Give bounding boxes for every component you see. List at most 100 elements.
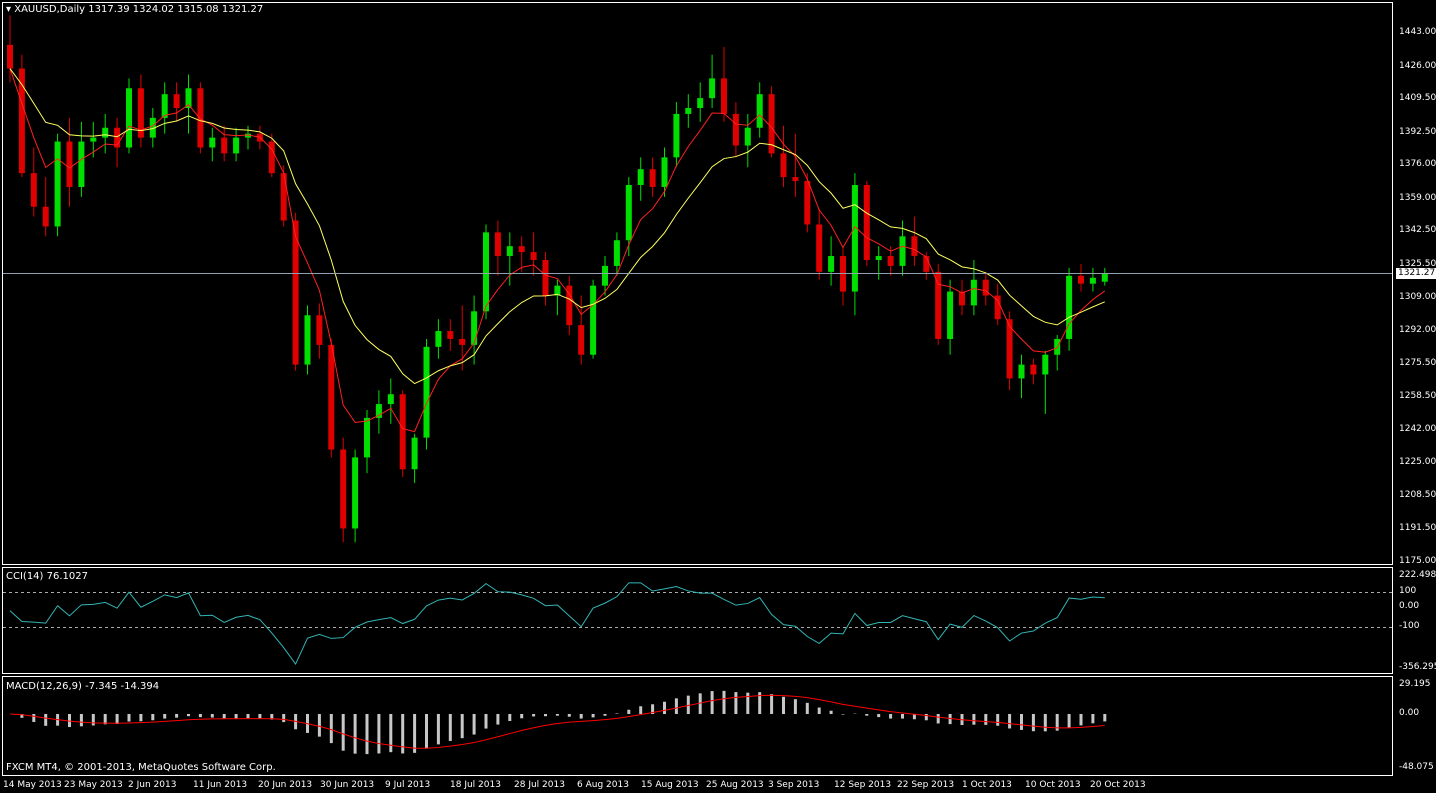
candle-bear[interactable] [399,394,406,470]
candle-bull[interactable] [411,437,418,470]
candle-bear[interactable] [994,295,1001,320]
candle-bear[interactable] [923,256,930,272]
candle-bull[interactable] [899,236,906,266]
collapse-triangle-icon[interactable]: ▾ [6,4,12,15]
candle-bear[interactable] [566,285,573,326]
candle-bull[interactable] [744,127,751,146]
candle-bull[interactable] [756,94,763,128]
candle-bull[interactable] [471,311,478,345]
candle-bull[interactable] [126,88,132,148]
candle-bull[interactable] [661,157,668,187]
candle-bear[interactable] [447,331,454,339]
candle-bear[interactable] [578,325,585,355]
candle-bear[interactable] [137,88,144,138]
macd-bar [758,692,762,714]
candle-bear[interactable] [542,259,549,296]
candle-bull[interactable] [851,184,858,292]
candle-bear[interactable] [42,206,49,227]
candle-bear[interactable] [328,344,335,450]
candle-bull[interactable] [685,108,692,114]
candle-bear[interactable] [1030,364,1037,375]
candle-bull[interactable] [506,246,513,257]
macd-bar [401,714,405,754]
candle-bull[interactable] [483,232,489,312]
candle-bull[interactable] [90,137,97,142]
candle-bear[interactable] [1006,319,1013,379]
candle-bull[interactable] [387,394,394,405]
candle-bear[interactable] [292,220,299,365]
candle-bear[interactable] [816,224,823,272]
candle-bear[interactable] [792,177,799,182]
candle-bear[interactable] [935,271,942,339]
candle-bull[interactable] [970,279,977,306]
macd-signal-line [9,694,1105,749]
candle-bear[interactable] [340,449,347,529]
candle-bull[interactable] [233,137,240,154]
candle-bull[interactable] [304,315,311,365]
candle-bull[interactable] [435,331,442,347]
candle-bull[interactable] [613,240,620,266]
candle-bull[interactable] [352,457,359,529]
macd-bar [746,692,750,714]
candle-bull[interactable] [1101,273,1108,282]
candle-bear[interactable] [518,246,525,253]
candle-bull[interactable] [637,169,644,185]
candle-bear[interactable] [494,232,501,257]
candle-bear[interactable] [911,236,918,257]
candle-bear[interactable] [982,279,989,296]
candle-bull[interactable] [245,133,251,138]
candle-bull[interactable] [78,141,85,187]
candle-bear[interactable] [768,94,775,154]
candle-bull[interactable] [709,78,716,99]
macd-bar [139,714,143,722]
candle-bear[interactable] [66,141,73,187]
candle-bull[interactable] [625,184,632,241]
candle-bear[interactable] [280,173,287,221]
candle-bear[interactable] [30,173,37,207]
candle-bear[interactable] [459,338,466,345]
candle-bear[interactable] [649,169,656,187]
macd-bar [187,714,190,717]
symbol-header[interactable]: ▾ XAUUSD,Daily 1317.39 1324.02 1315.08 1… [6,4,263,15]
candle-bear[interactable] [863,184,870,260]
candle-bear[interactable] [197,88,204,148]
candle-bull[interactable] [161,94,168,118]
candle-bear[interactable] [959,291,965,306]
candle-bull[interactable] [1089,277,1096,284]
candle-bear[interactable] [1078,275,1084,284]
candle-bull[interactable] [1066,275,1073,339]
candle-bull[interactable] [828,256,835,272]
candle-bull[interactable] [697,98,704,109]
price-tick-label: 1443.00 [1399,27,1436,37]
candle-bull[interactable] [364,417,370,458]
candle-bear[interactable] [780,153,787,178]
candle-bear[interactable] [530,252,537,260]
candle-bull[interactable] [602,265,608,286]
candle-bear[interactable] [732,113,739,146]
candle-bull[interactable] [185,88,192,109]
candle-bear[interactable] [268,141,275,174]
candle-bear[interactable] [173,94,180,109]
candle-bear[interactable] [804,181,811,225]
candle-bull[interactable] [554,285,561,296]
candle-bull[interactable] [673,113,680,158]
candle-bull[interactable] [209,137,216,148]
candle-bull[interactable] [423,346,430,438]
candle-bull[interactable] [590,285,597,355]
candle-bear[interactable] [221,137,228,154]
candle-bear[interactable] [18,68,25,174]
candle-bear[interactable] [887,256,894,266]
candle-bull[interactable] [102,127,109,138]
candle-bull[interactable] [947,291,954,339]
candle-bear[interactable] [114,127,121,148]
candle-bull[interactable] [1018,364,1025,379]
candle-bull[interactable] [54,141,61,227]
candle-bull[interactable] [149,117,156,138]
candle-bear[interactable] [721,78,727,114]
candle-bull[interactable] [375,404,382,418]
candle-bear[interactable] [316,315,323,345]
candle-bull[interactable] [875,256,882,260]
candle-bull[interactable] [1042,354,1049,375]
candle-bear[interactable] [7,44,13,69]
